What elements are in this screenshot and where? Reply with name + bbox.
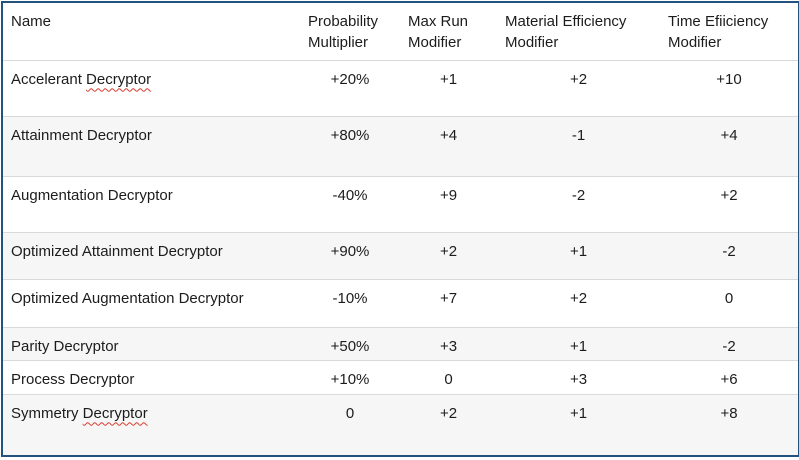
max-run-modifier-value: +2 — [400, 231, 497, 279]
table-row: Optimized Augmentation Decryptor -10% +7… — [2, 278, 799, 327]
table-row: Augmentation Decryptor -40% +9 -2 +2 — [2, 175, 799, 232]
decryptor-name-text: Augmentation Decryptor — [11, 186, 173, 204]
table-body: Accelerant Decryptor +20% +1 +2 +10 Atta… — [2, 59, 799, 456]
max-run-modifier-value: +1 — [400, 59, 497, 116]
decryptor-name-misspelled-text: Decryptor — [86, 70, 152, 88]
material-efficiency-modifier-value: -2 — [497, 175, 660, 232]
max-run-modifier-value: +7 — [400, 278, 497, 327]
table-row: Parity Decryptor +50% +3 +1 -2 — [2, 326, 799, 360]
decryptor-name-text: Optimized Augmentation Decryptor — [11, 289, 244, 307]
decryptor-name-misspelled-text: Decryptor — [82, 404, 148, 422]
decryptor-name-text: Optimized Attainment Decryptor — [11, 242, 223, 260]
table-row: Attainment Decryptor +80% +4 -1 +4 — [2, 115, 799, 176]
material-efficiency-modifier-value: -1 — [497, 115, 660, 176]
probability-multiplier-value: +20% — [300, 59, 400, 116]
probability-multiplier-value: +90% — [300, 231, 400, 279]
table-row: Accelerant Decryptor +20% +1 +2 +10 — [2, 59, 799, 116]
material-efficiency-modifier-value: +1 — [497, 326, 660, 360]
material-efficiency-modifier-value: +1 — [497, 393, 660, 456]
decryptor-name-cell: Symmetry Decryptor — [2, 393, 300, 456]
probability-multiplier-value: +50% — [300, 326, 400, 360]
decryptor-name-cell: Process Decryptor — [2, 359, 300, 394]
time-efficiency-modifier-value: +4 — [660, 115, 799, 176]
material-efficiency-modifier-value: +2 — [497, 278, 660, 327]
time-efficiency-modifier-value: +10 — [660, 59, 799, 116]
decryptor-name-cell: Attainment Decryptor — [2, 115, 300, 176]
max-run-modifier-value: +4 — [400, 115, 497, 176]
column-header-material-efficiency-modifier: Material Efficiency Modifier — [505, 13, 627, 51]
table-header: Name Probability Multiplier Max Run Modi… — [2, 2, 799, 60]
column-header-time-efficiency-modifier: Time Efiiciency Modifier — [668, 13, 769, 51]
column-header-name: Name — [11, 13, 52, 30]
decryptor-name-text: Process Decryptor — [11, 370, 135, 388]
decryptor-name-text: Accelerant — [11, 70, 87, 88]
decryptor-name-cell: Optimized Attainment Decryptor — [2, 231, 300, 279]
decryptor-name-cell: Optimized Augmentation Decryptor — [2, 278, 300, 327]
time-efficiency-modifier-value: 0 — [660, 278, 799, 327]
column-header-probability-multiplier: Probability Multiplier — [308, 13, 379, 51]
time-efficiency-modifier-value: +8 — [660, 393, 799, 456]
table-row: Process Decryptor +10% 0 +3 +6 — [2, 359, 799, 394]
max-run-modifier-value: +3 — [400, 326, 497, 360]
table-row: Optimized Attainment Decryptor +90% +2 +… — [2, 231, 799, 279]
decryptor-name-cell: Augmentation Decryptor — [2, 175, 300, 232]
decryptor-name-text: Attainment Decryptor — [11, 126, 152, 144]
material-efficiency-modifier-value: +2 — [497, 59, 660, 116]
table-row: Symmetry Decryptor 0 +2 +1 +8 — [2, 393, 799, 456]
time-efficiency-modifier-value: +2 — [660, 175, 799, 232]
probability-multiplier-value: +80% — [300, 115, 400, 176]
max-run-modifier-value: +2 — [400, 393, 497, 456]
decryptor-name-cell: Accelerant Decryptor — [2, 59, 300, 116]
column-header-max-run-modifier: Max Run Modifier — [408, 13, 469, 51]
max-run-modifier-value: 0 — [400, 359, 497, 394]
header-row: Name Probability Multiplier Max Run Modi… — [2, 2, 799, 60]
decryptor-name-text: Symmetry — [11, 404, 83, 422]
time-efficiency-modifier-value: -2 — [660, 326, 799, 360]
max-run-modifier-value: +9 — [400, 175, 497, 232]
probability-multiplier-value: -40% — [300, 175, 400, 232]
time-efficiency-modifier-value: -2 — [660, 231, 799, 279]
probability-multiplier-value: -10% — [300, 278, 400, 327]
material-efficiency-modifier-value: +3 — [497, 359, 660, 394]
probability-multiplier-value: 0 — [300, 393, 400, 456]
decryptor-name-text: Parity Decryptor — [11, 337, 119, 355]
material-efficiency-modifier-value: +1 — [497, 231, 660, 279]
probability-multiplier-value: +10% — [300, 359, 400, 394]
decryptor-name-cell: Parity Decryptor — [2, 326, 300, 360]
time-efficiency-modifier-value: +6 — [660, 359, 799, 394]
